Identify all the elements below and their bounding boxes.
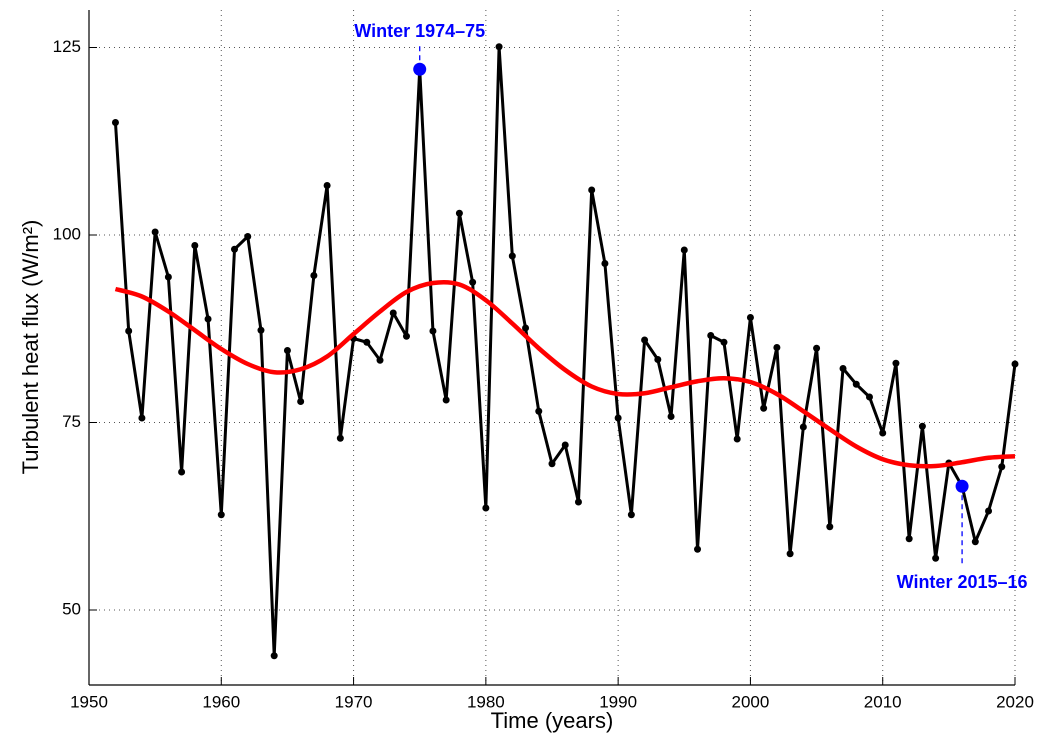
data-point [442,396,450,404]
data-point [1011,360,1019,368]
x-tick-label: 1950 [70,692,108,711]
data-point [707,332,715,339]
data-point [548,460,556,468]
data-point [257,326,265,334]
data-point [627,511,635,519]
x-tick-label: 2020 [996,692,1034,711]
data-line [113,45,1017,658]
y-tick-label: 125 [53,37,81,56]
data-point [469,278,477,286]
data-point [561,441,569,449]
highlight-point [955,479,969,493]
x-tick-label: 1960 [202,692,240,711]
data-point [720,338,728,346]
x-tick-label: 1980 [467,692,505,711]
data-point [376,356,384,364]
x-tick-label: 2000 [732,692,770,711]
data-point [389,309,397,317]
y-tick-label: 100 [53,224,81,243]
data-point [297,398,305,405]
data-point [522,324,530,332]
data-point [971,538,979,546]
data-point [733,435,741,443]
data-point [429,327,437,335]
data-point [191,242,199,249]
data-point [601,260,609,267]
data-point [694,545,702,553]
data-point [985,507,993,515]
data-point [455,209,463,217]
data-point [667,413,675,420]
data-point [746,314,754,321]
data-point [905,535,913,543]
data-point [111,119,119,126]
data-point [231,245,239,253]
data-point [482,504,490,512]
data-point [283,347,291,354]
y-tick-label: 50 [62,599,81,618]
data-point [244,233,252,240]
data-point [998,463,1006,471]
data-point [614,414,622,422]
x-tick-label: 2010 [864,692,902,711]
data-point [363,338,371,346]
data-point [508,252,516,260]
data-point [178,468,186,476]
data-point [217,511,225,519]
data-point [786,550,794,558]
data-point [495,43,503,51]
data-point [852,380,860,388]
trend-line [114,279,1016,469]
data-point [760,404,768,412]
annotation: Winter 2015–16 [897,572,1028,592]
x-axis-label: Time (years) [491,708,614,733]
data-point [588,186,596,194]
data-point [680,246,688,254]
data-point [773,344,781,351]
data-point [865,393,873,401]
data-point [918,422,926,430]
annotation: Winter 1974–75 [354,21,485,41]
data-point [164,273,172,281]
data-point [310,272,318,279]
data-point [654,356,662,363]
data-point [641,336,649,344]
data-point [574,498,582,506]
highlight-point [413,62,427,76]
data-point [323,182,331,189]
data-point [336,434,344,442]
data-point [151,228,159,236]
data-point [535,407,543,415]
data-point [839,365,847,372]
data-point [125,327,133,335]
data-point [204,315,212,323]
x-tick-label: 1990 [599,692,637,711]
data-point [932,554,940,562]
data-point [879,429,887,437]
data-point [138,414,146,422]
x-tick-label: 1970 [335,692,373,711]
data-point [813,344,821,352]
data-point [270,652,278,660]
data-point [402,332,410,340]
y-axis-label: Turbulent heat flux (W/m²) [18,220,43,475]
data-point [892,359,900,367]
y-tick-label: 75 [62,412,81,431]
data-point [826,523,834,531]
data-point [799,423,807,431]
